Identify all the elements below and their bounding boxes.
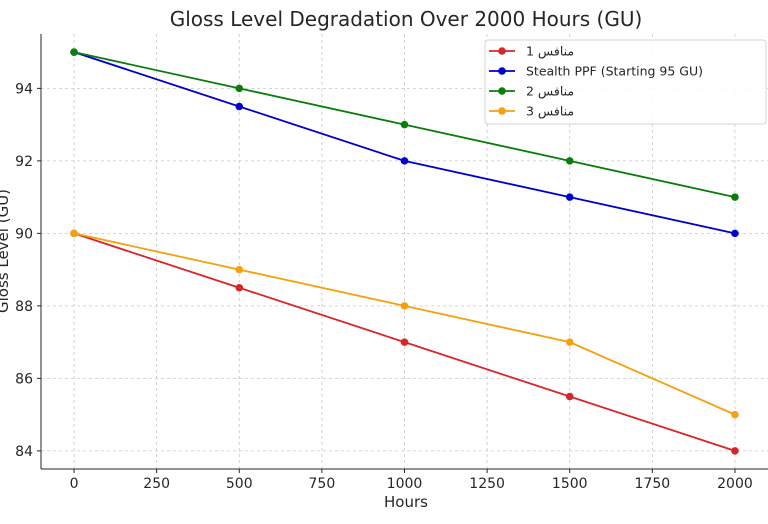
- legend-label: Stealth PPF (Starting 95 GU): [526, 64, 703, 79]
- data-point: [731, 410, 739, 419]
- series-3: [70, 48, 739, 201]
- legend-marker: [498, 87, 506, 95]
- data-point: [400, 302, 409, 310]
- legend: منافس 1 Stealth PPF (Starting 95 GU) منافس…: [484, 39, 767, 125]
- x-tick-label: 1250: [469, 476, 505, 492]
- data-point: [235, 102, 244, 111]
- y-tick-label: 86: [15, 371, 33, 387]
- legend-marker: [498, 67, 506, 75]
- y-tick-label: 90: [15, 226, 33, 242]
- x-axis-label: Hours: [384, 493, 428, 511]
- x-tick-label: 250: [143, 476, 170, 492]
- data-point: [235, 265, 244, 274]
- x-tick-label: 1000: [387, 476, 423, 492]
- y-axis-label: Gloss Level (GU): [0, 189, 12, 313]
- legend-label: منافس 1: [526, 44, 574, 60]
- chart-title: Gloss Level Degradation Over 2000 Hours …: [170, 7, 643, 31]
- data-point: [400, 338, 409, 346]
- data-point: [731, 447, 739, 455]
- y-tick-label: 94: [15, 81, 33, 97]
- legend-marker: [498, 47, 506, 55]
- legend-box: [484, 39, 767, 125]
- x-tick-label: 0: [70, 476, 79, 492]
- legend-item: Stealth PPF (Starting 95 GU): [489, 64, 703, 79]
- data-point: [400, 120, 409, 129]
- legend-item: منافس 2: [489, 84, 574, 100]
- data-point: [70, 229, 78, 238]
- data-point: [731, 193, 739, 201]
- legend-label: منافس 2: [526, 84, 574, 100]
- data-point: [235, 84, 244, 93]
- x-tick-label: 500: [226, 476, 253, 492]
- legend-item: منافس 3: [489, 104, 574, 120]
- x-tick-label: 750: [309, 476, 336, 492]
- axes: 0 250 500 750 1000 1250 1500 1750 2000 84 86 88 90 92…: [15, 34, 768, 492]
- data-point: [400, 157, 409, 165]
- series-group: [70, 48, 739, 455]
- legend-item: منافس 1: [489, 44, 574, 60]
- y-tick-label: 92: [15, 154, 33, 170]
- y-tick-label: 88: [15, 299, 33, 315]
- data-point: [235, 283, 244, 292]
- series-4: [70, 229, 739, 419]
- x-tick-label: 1500: [552, 476, 588, 492]
- series-1: [70, 229, 739, 455]
- data-point: [565, 392, 574, 401]
- y-tick-label: 84: [15, 444, 33, 460]
- x-tick-label: 1750: [635, 476, 671, 492]
- data-point: [565, 157, 574, 165]
- data-point: [565, 338, 574, 346]
- data-point: [565, 193, 574, 201]
- data-point: [70, 48, 78, 56]
- data-point: [731, 229, 739, 238]
- x-tick-label: 2000: [717, 476, 753, 492]
- legend-marker: [498, 107, 506, 115]
- legend-label: منافس 3: [526, 104, 574, 120]
